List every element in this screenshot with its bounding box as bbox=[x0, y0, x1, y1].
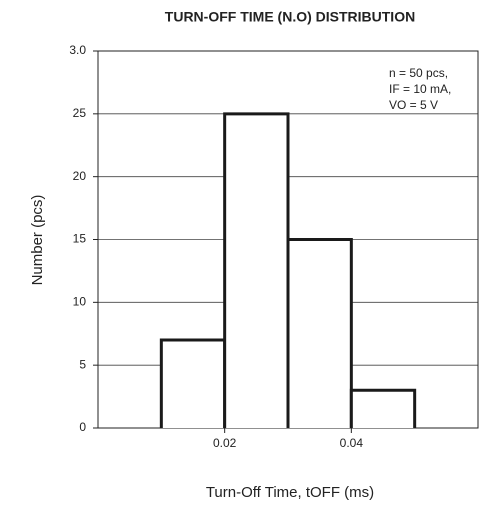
y-tick-label: 0 bbox=[79, 420, 86, 434]
y-tick-label: 5 bbox=[79, 357, 86, 371]
annotation: VO = 5 V bbox=[389, 98, 438, 112]
bar bbox=[286, 238, 353, 428]
y-tick-label: 20 bbox=[73, 169, 87, 183]
y-tick-label: 25 bbox=[73, 106, 87, 120]
annotation: n = 50 pcs, bbox=[389, 66, 448, 80]
bar bbox=[349, 388, 417, 428]
x-tick-label: 0.04 bbox=[340, 436, 364, 450]
y-tick-label: 10 bbox=[73, 295, 87, 309]
annotation: IF = 10 mA, bbox=[389, 82, 451, 96]
y-tick-label: 15 bbox=[73, 232, 87, 246]
bar bbox=[223, 112, 290, 428]
x-axis-label: Turn-Off Time, tOFF (ms) bbox=[206, 484, 374, 501]
y-axis-label: Number (pcs) bbox=[29, 195, 46, 286]
y-tick-label: 3.0 bbox=[69, 43, 86, 57]
bar bbox=[159, 338, 227, 428]
chart-title: TURN-OFF TIME (N.O) DISTRIBUTION bbox=[165, 9, 415, 25]
x-tick-label: 0.02 bbox=[213, 436, 237, 450]
